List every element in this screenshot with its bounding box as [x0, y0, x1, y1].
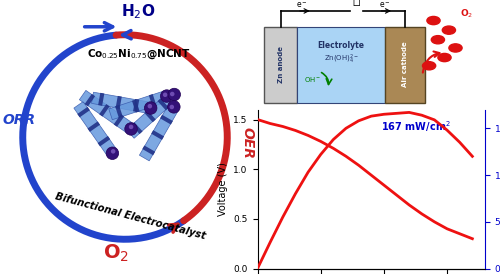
Text: Zn(OH)$_4^{2-}$: Zn(OH)$_4^{2-}$: [324, 53, 358, 66]
Polygon shape: [80, 90, 134, 134]
Polygon shape: [115, 105, 123, 118]
Circle shape: [168, 88, 180, 101]
Text: Bifunctional Electrocatalyst: Bifunctional Electrocatalyst: [54, 192, 207, 241]
Polygon shape: [142, 145, 155, 155]
Polygon shape: [149, 94, 156, 107]
Text: OH$^-$: OH$^-$: [304, 75, 321, 84]
Circle shape: [427, 16, 440, 25]
Polygon shape: [84, 94, 95, 106]
Circle shape: [160, 90, 173, 102]
Polygon shape: [133, 99, 139, 112]
Circle shape: [170, 105, 174, 109]
Text: 💡: 💡: [353, 0, 360, 7]
Circle shape: [449, 44, 462, 52]
Circle shape: [148, 104, 152, 109]
Polygon shape: [92, 92, 152, 114]
Polygon shape: [151, 130, 164, 140]
Circle shape: [163, 93, 168, 97]
Circle shape: [422, 62, 436, 70]
Polygon shape: [109, 91, 168, 120]
Text: e$^-$: e$^-$: [296, 0, 308, 10]
Circle shape: [125, 123, 138, 135]
FancyBboxPatch shape: [297, 27, 385, 103]
Circle shape: [438, 53, 451, 62]
Text: Air cathode: Air cathode: [402, 42, 408, 87]
Polygon shape: [78, 107, 90, 117]
Circle shape: [144, 102, 157, 114]
FancyBboxPatch shape: [264, 27, 297, 103]
Text: O$_2$: O$_2$: [103, 243, 129, 264]
Text: H$_2$O: H$_2$O: [122, 2, 156, 21]
Polygon shape: [144, 110, 156, 122]
Polygon shape: [132, 99, 140, 113]
Text: ORR: ORR: [2, 113, 35, 127]
Y-axis label: Voltage (V): Voltage (V): [218, 162, 228, 216]
Circle shape: [432, 36, 444, 44]
Circle shape: [111, 149, 116, 154]
Text: O$_2$: O$_2$: [460, 7, 473, 20]
Text: Zn anode: Zn anode: [278, 46, 283, 83]
Text: 167 mW/cm$^2$: 167 mW/cm$^2$: [380, 120, 450, 135]
Polygon shape: [98, 93, 104, 106]
Text: OER: OER: [241, 127, 255, 159]
FancyBboxPatch shape: [385, 27, 424, 103]
Circle shape: [170, 92, 174, 96]
Polygon shape: [126, 90, 178, 138]
Polygon shape: [74, 102, 117, 156]
Circle shape: [106, 147, 118, 159]
Polygon shape: [98, 136, 110, 146]
Circle shape: [168, 101, 180, 113]
Polygon shape: [114, 114, 124, 127]
Polygon shape: [116, 96, 122, 109]
Polygon shape: [88, 121, 100, 132]
Polygon shape: [99, 104, 110, 117]
Text: Electrolyte: Electrolyte: [318, 41, 364, 50]
Polygon shape: [158, 98, 169, 110]
Text: e$^-$: e$^-$: [379, 0, 391, 10]
Circle shape: [129, 125, 134, 129]
Circle shape: [442, 26, 456, 34]
Polygon shape: [131, 122, 142, 134]
Polygon shape: [160, 115, 173, 125]
Polygon shape: [140, 104, 179, 161]
Text: Co$_{0.25}$Ni$_{0.75}$@NCNT: Co$_{0.25}$Ni$_{0.75}$@NCNT: [87, 47, 190, 61]
